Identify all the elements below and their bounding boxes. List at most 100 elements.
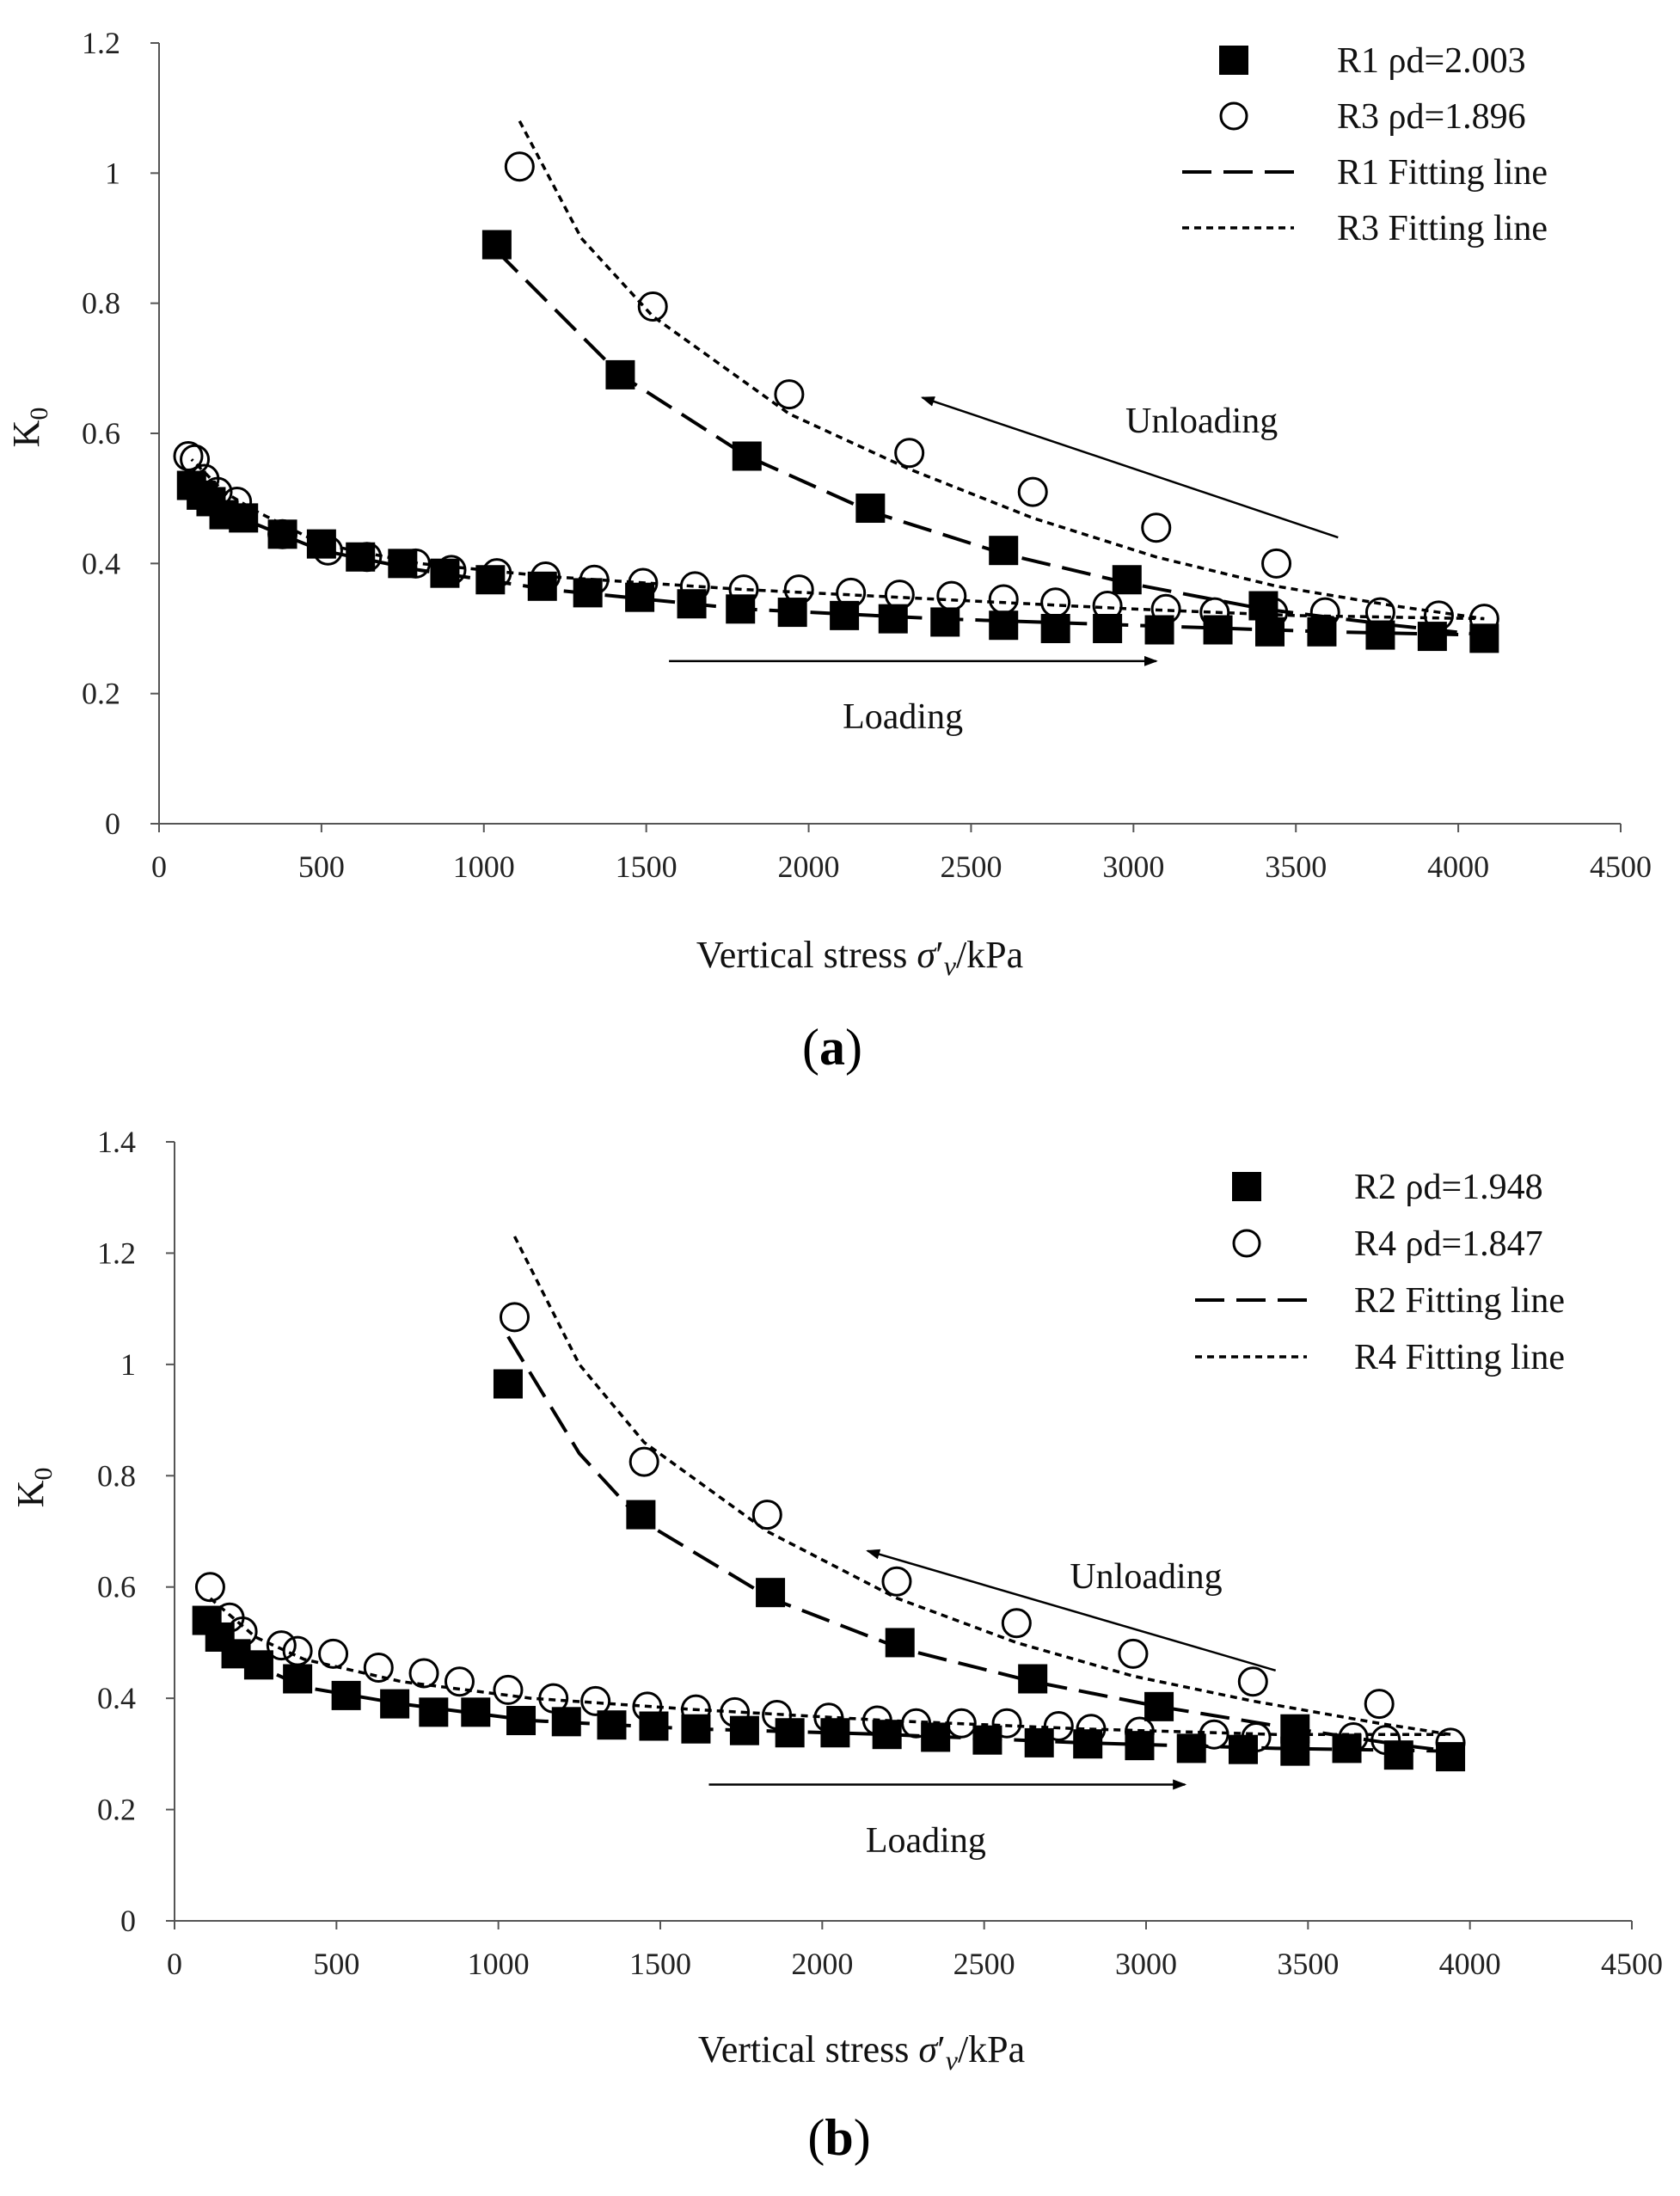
data-point-square	[775, 1718, 805, 1748]
y-axis-title: K0	[5, 408, 53, 448]
data-point-circle	[400, 548, 431, 579]
annotations: Unloading Loading	[708, 1549, 1277, 1861]
data-point-square	[972, 1725, 1002, 1755]
data-point-circle	[202, 476, 233, 507]
panel-letter: b	[825, 2109, 853, 2166]
data-point-circle	[530, 561, 561, 592]
y-tick-label: 0.6	[82, 416, 120, 451]
arrow	[866, 1549, 1277, 1672]
data-point-square	[380, 1689, 410, 1719]
x-tick-label: 4000	[1439, 1947, 1501, 1981]
data-point-square	[419, 1697, 449, 1727]
data-point-square	[597, 1710, 627, 1740]
data-point-circle	[1092, 591, 1123, 622]
data-point-circle	[988, 584, 1019, 615]
x-tick-label: 1000	[468, 1947, 530, 1981]
data-point-circle	[580, 1685, 611, 1716]
data-point-circle	[1370, 1725, 1401, 1756]
data-point-square	[1280, 1714, 1310, 1744]
annotation-label: Unloading	[1070, 1557, 1222, 1597]
axes: 0 500 1000 1500 2000 2500 3000 3500 4000 4500 0 0.2…	[97, 1125, 1663, 1981]
data-point-square	[921, 1722, 951, 1752]
data-point-circle	[762, 1700, 793, 1731]
data-point-circle	[436, 555, 467, 586]
data-point-square	[306, 529, 336, 559]
x-tick-label: 500	[298, 850, 345, 884]
data-point-square	[283, 1664, 313, 1694]
data-point-square	[1248, 591, 1278, 621]
data-point-circle	[680, 1694, 711, 1725]
data-point-circle	[1001, 1608, 1032, 1639]
panel-label-a: (a)	[802, 1019, 862, 1076]
y-tick-label: 0.4	[82, 546, 120, 580]
y-tick-label: 0.4	[97, 1681, 136, 1715]
annotations: Unloading Loading	[669, 396, 1339, 737]
y-tick-label: 0	[105, 807, 120, 841]
y-tick-label: 1.2	[97, 1236, 136, 1270]
data-point-circle	[1124, 1716, 1155, 1747]
legend-symbol-circle	[1219, 101, 1248, 131]
y-tick-label: 0.6	[97, 1570, 136, 1604]
data-point-square	[989, 536, 1019, 566]
data-point-circle	[579, 564, 610, 595]
x-tick-label: 3500	[1265, 850, 1327, 884]
data-point-square	[1307, 616, 1337, 647]
data-point-circle	[637, 291, 668, 322]
y-tick-label: 0.2	[82, 677, 120, 711]
data-point-circle	[861, 1705, 892, 1736]
data-point-circle	[813, 1702, 844, 1733]
data-point-circle	[1241, 1721, 1272, 1752]
data-point-square	[346, 542, 376, 572]
data-point-circle	[500, 1302, 530, 1333]
data-point-circle	[679, 571, 710, 602]
legend: R1 ρd=2.003 R3 ρd=1.896 R1 Fitting line R3 …	[1182, 41, 1548, 248]
x-tick-label: 0	[151, 850, 167, 884]
data-point-circle	[481, 558, 512, 589]
data-point-circle	[836, 577, 867, 608]
fitting-line	[209, 1236, 1451, 1736]
y-tick-label: 1.2	[82, 26, 120, 60]
x-tick-label: 4500	[1601, 1947, 1663, 1981]
data-point-circle	[751, 1500, 782, 1530]
data-point-square	[1112, 565, 1142, 595]
data-point-square	[605, 359, 635, 390]
data-point-square	[493, 1369, 523, 1399]
data-point-square	[475, 565, 506, 595]
data-point-circle	[282, 1635, 313, 1666]
data-point-circle	[1237, 1666, 1268, 1697]
data-point-circle	[180, 444, 211, 475]
data-point-circle	[173, 440, 204, 471]
x-tick-label: 1500	[616, 850, 678, 884]
legend: R2 ρd=1.948 R4 ρd=1.847 R2 Fitting line R4 …	[1195, 1168, 1565, 1377]
data-point-circle	[1150, 593, 1181, 624]
data-point-square	[1203, 615, 1233, 645]
legend-label: R2 ρd=1.948	[1354, 1168, 1543, 1207]
data-point-square	[639, 1711, 669, 1741]
x-tick-label: 2500	[940, 850, 1002, 884]
data-point-square	[1018, 1664, 1048, 1694]
data-point-circle	[538, 1683, 569, 1714]
data-point-square	[243, 1650, 273, 1680]
legend-label: R1 ρd=2.003	[1337, 41, 1526, 81]
data-point-circle	[493, 1674, 524, 1705]
data-point-circle	[1435, 1727, 1466, 1758]
annotation-label: Loading	[866, 1821, 986, 1861]
data-point-circle	[720, 1696, 751, 1727]
x-tick-label: 1500	[629, 1947, 691, 1981]
data-point-square	[1255, 616, 1285, 647]
data-point-square	[855, 494, 886, 524]
data-point-circle	[1364, 597, 1395, 628]
x-tick-label: 4500	[1590, 850, 1652, 884]
data-point-circle	[728, 574, 759, 605]
data-point-square	[1040, 614, 1070, 643]
data-point-circle	[194, 1572, 225, 1603]
data-point-circle	[312, 535, 343, 566]
data-point-square	[626, 1500, 656, 1530]
data-point-square	[506, 1706, 536, 1736]
x-tick-label: 0	[167, 1947, 182, 1981]
legend-symbol-circle	[1232, 1229, 1261, 1258]
data-point-circle	[1261, 548, 1292, 579]
y-tick-label: 0	[120, 1904, 136, 1938]
data-point-square	[1144, 1691, 1174, 1721]
y-tick-label: 1.4	[97, 1125, 136, 1159]
